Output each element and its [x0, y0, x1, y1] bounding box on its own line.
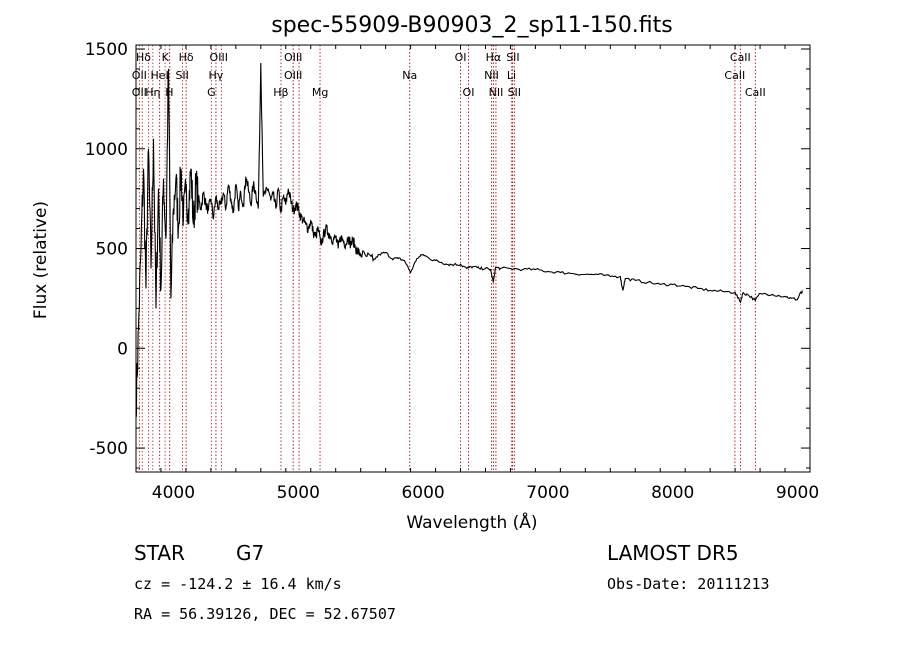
- x-tick-label-0: 4000: [152, 483, 195, 503]
- line-label-10: HeI: [150, 69, 168, 82]
- y-tick-label-3: 1000: [85, 140, 128, 160]
- x-axis: 4000 5000 6000 7000 8000 9000: [135, 45, 819, 503]
- line-label-14: Na: [402, 69, 417, 82]
- x-axis-label: Wavelength (Å): [406, 511, 537, 533]
- line-label-6: Hα: [486, 51, 502, 64]
- line-label-5: OI: [455, 51, 467, 64]
- chart-title: spec-55909-B90903_2_sp11-150.fits: [271, 13, 673, 38]
- x-tick-label-1: 5000: [277, 483, 320, 503]
- line-label-3: OIII: [210, 51, 228, 64]
- x-tick-label-3: 7000: [526, 483, 569, 503]
- spectral-line-markers: [138, 45, 756, 472]
- line-label-21: G: [207, 86, 216, 99]
- line-label-19: Hη: [145, 86, 160, 99]
- y-axis: -500 0 500 1000 1500: [85, 40, 810, 469]
- line-label-27: CaII: [745, 86, 766, 99]
- x-tick-label-4: 8000: [651, 483, 694, 503]
- line-label-7: SII: [506, 51, 519, 64]
- plot-frame: [135, 44, 811, 473]
- line-label-23: Mg: [312, 86, 328, 99]
- line-label-8: CaII: [730, 51, 751, 64]
- line-label-20: H: [165, 86, 173, 99]
- object-subclass: G7: [236, 541, 264, 565]
- y-tick-label-2: 500: [96, 240, 128, 260]
- line-label-25: NII: [489, 86, 504, 99]
- line-label-4: OIII: [284, 51, 302, 64]
- line-label-13: OIII: [284, 69, 302, 82]
- observation-date: Obs-Date: 20111213: [607, 575, 770, 593]
- survey-name: LAMOST DR5: [607, 541, 739, 565]
- x-tick-label-5: 9000: [776, 483, 819, 503]
- line-label-15: NII: [484, 69, 499, 82]
- line-label-1: K: [162, 51, 170, 64]
- y-axis-label: Flux (relative): [31, 201, 51, 319]
- line-label-26: SII: [508, 86, 521, 99]
- line-label-2: Hδ: [179, 51, 194, 64]
- y-tick-label-4: 1500: [85, 40, 128, 60]
- x-tick-label-2: 6000: [401, 483, 444, 503]
- line-label-22: Hβ: [273, 86, 288, 99]
- sky-coordinates: RA = 56.39126, DEC = 52.67507: [134, 605, 396, 623]
- line-label-16: Li: [507, 69, 516, 82]
- line-label-24: OI: [463, 86, 475, 99]
- line-label-17: CaII: [724, 69, 745, 82]
- y-tick-label-1: 0: [117, 339, 128, 359]
- line-label-11: SII: [175, 69, 188, 82]
- line-label-9: OII: [132, 69, 147, 82]
- spectral-line-labels: Hδ K Hδ OIII OIII OI Hα SII CaII OII HeI SII Hγ OIII N…: [132, 51, 766, 99]
- spectrum-line: [135, 62, 804, 417]
- line-label-0: Hδ: [136, 51, 151, 64]
- object-class: STAR: [134, 541, 185, 565]
- redshift-velocity: cz = -124.2 ± 16.4 km/s: [134, 575, 342, 593]
- line-label-12: Hγ: [208, 69, 223, 82]
- y-tick-label-0: -500: [89, 439, 128, 459]
